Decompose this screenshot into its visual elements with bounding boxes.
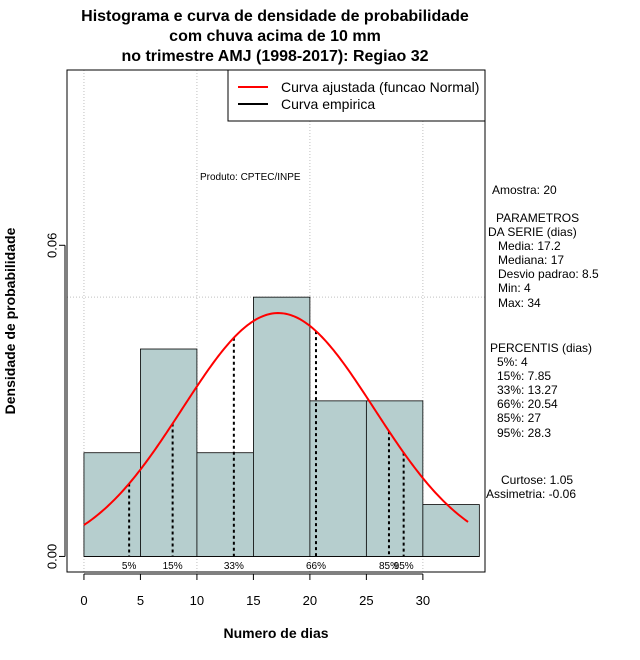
parametros-title: PARAMETROS	[496, 211, 579, 225]
histogram-bar	[253, 296, 311, 557]
x-axis: 0 5 10 15 20 25 30	[80, 573, 430, 608]
assimetria-text: Assimetria: -0.06	[486, 487, 576, 501]
media-text: Media: 17.2	[498, 239, 561, 253]
parametros-subtitle: DA SERIE (dias)	[488, 225, 577, 239]
x-axis-label: Numero de dias	[223, 625, 328, 641]
percentile-label: 5%	[122, 561, 137, 572]
histogram-bar	[365, 400, 424, 557]
chart-title-line-3: no trimestre AMJ (1998-2017): Regiao 32	[121, 48, 428, 65]
percentile-label: 85%	[379, 561, 399, 572]
y-tick-label: 0.00	[45, 544, 60, 569]
chart-title-line-1: Histograma e curva de densidade de proba…	[81, 8, 469, 25]
legend-label-normal: Curva ajustada (funcao Normal)	[281, 79, 479, 95]
x-tick-label: 25	[359, 593, 373, 608]
legend-label-empirica: Curva empirica	[281, 96, 375, 112]
histogram-bar	[196, 452, 254, 557]
mediana-text: Mediana: 17	[498, 253, 564, 267]
p66-text: 66%: 20.54	[497, 397, 558, 411]
p5-text: 5%: 4	[497, 355, 528, 369]
max-text: Max: 34	[498, 296, 541, 310]
y-axis: 0.00 0.06	[45, 233, 66, 569]
x-tick-label: 10	[190, 593, 204, 608]
chart-title-line-2: com chuva acima de 10 mm	[169, 28, 381, 45]
y-axis-label: Densidade de probabilidade	[2, 227, 18, 414]
legend: Curva ajustada (funcao Normal) Curva emp…	[227, 69, 486, 122]
histogram-bar	[422, 504, 480, 557]
x-tick-label: 15	[246, 593, 260, 608]
bars-layer	[83, 296, 480, 557]
min-text: Min: 4	[498, 281, 531, 295]
percentile-label: 66%	[306, 561, 326, 572]
amostra-text: Amostra: 20	[492, 183, 557, 197]
percentile-label: 15%	[163, 561, 183, 572]
p15-text: 15%: 7.85	[497, 369, 551, 383]
x-tick-label: 5	[137, 593, 144, 608]
curtose-text: Curtose: 1.05	[501, 473, 573, 487]
percentile-label: 33%	[224, 561, 244, 572]
histogram-bar	[140, 348, 198, 557]
y-tick-label: 0.06	[45, 233, 60, 258]
side-panel: Amostra: 20 PARAMETROS DA SERIE (dias) M…	[486, 183, 599, 501]
p33-text: 33%: 13.27	[497, 383, 558, 397]
curve-layer	[83, 312, 469, 526]
x-tick-label: 20	[303, 593, 317, 608]
p95-text: 95%: 28.3	[497, 426, 551, 440]
percentile-label: 95%	[394, 561, 414, 572]
grid-layer	[67, 70, 485, 572]
histogram-bar	[83, 452, 141, 557]
histogram-bar	[309, 400, 367, 557]
x-tick-label: 30	[416, 593, 430, 608]
desvio-text: Desvio padrao: 8.5	[498, 267, 599, 281]
produto-annotation: Produto: CPTEC/INPE	[200, 172, 301, 183]
legend-box	[227, 69, 486, 122]
normal-curve	[83, 312, 469, 526]
x-tick-label: 0	[80, 593, 87, 608]
p85-text: 85%: 27	[497, 411, 541, 425]
percentile-layer: 5% 15% 33% 66% 85%95%	[122, 331, 414, 572]
percentis-title: PERCENTIS (dias)	[490, 341, 592, 355]
